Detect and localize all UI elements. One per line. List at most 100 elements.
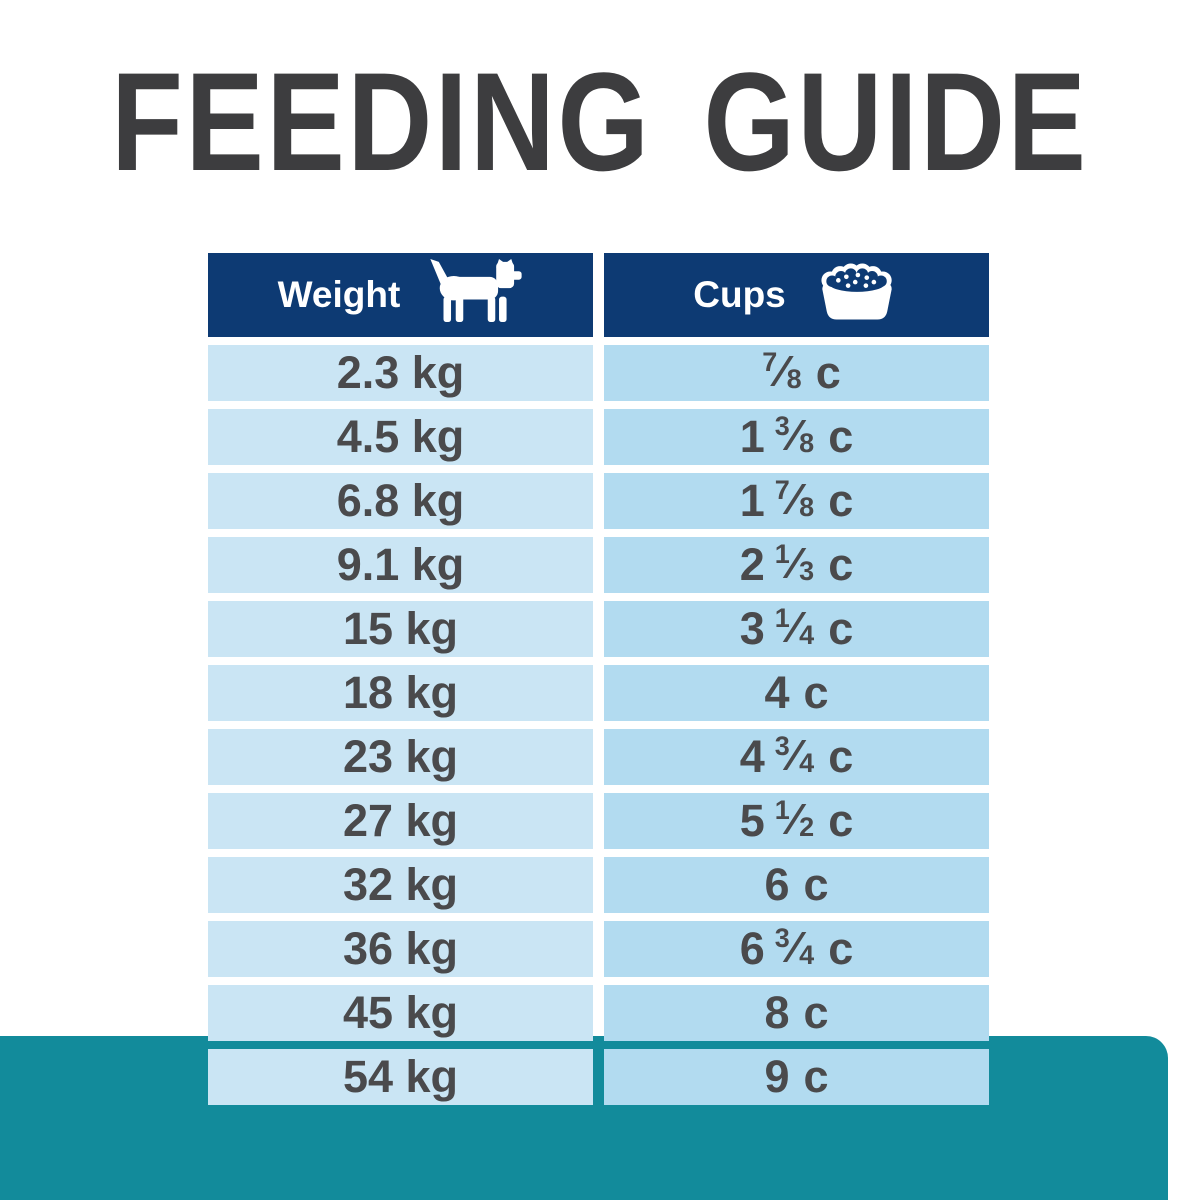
cups-unit: c [815, 347, 841, 398]
cups-unit: c [803, 859, 829, 910]
fraction-slash: ⁄ [790, 923, 799, 972]
cups-cell: 5 1 ⁄ 2 c [604, 793, 989, 849]
cups-whole-number: 4 [739, 731, 765, 782]
weight-cell: 4.5 kg [208, 409, 593, 465]
cups-column-header: Cups [604, 253, 989, 337]
weight-cell: 32 kg [208, 857, 593, 913]
fraction-denominator: 2 [799, 812, 815, 842]
weight-cell: 15 kg [208, 601, 593, 657]
page-title: FEEDING GUIDE [111, 43, 1089, 200]
fraction-slash: ⁄ [790, 603, 799, 652]
weight-value: 4.5 kg [336, 411, 465, 462]
weight-cell: 18 kg [208, 665, 593, 721]
table-row: 15 kg 3 1 ⁄ 4 c [208, 601, 989, 657]
fraction-denominator: 8 [799, 428, 815, 458]
weight-value: 18 kg [342, 667, 459, 718]
cups-whole-number: 4 [764, 667, 790, 718]
fraction-denominator: 4 [799, 748, 815, 778]
weight-cell: 23 kg [208, 729, 593, 785]
cups-unit: c [828, 475, 854, 526]
weight-value: 9.1 kg [336, 539, 465, 590]
table-row: 45 kg 8 c [208, 985, 989, 1041]
fraction-slash: ⁄ [790, 731, 799, 780]
cups-whole-number: 6 [764, 859, 790, 910]
cups-unit: c [828, 411, 854, 462]
cups-value: 6 c [764, 859, 828, 911]
cups-whole-number: 2 [739, 539, 765, 590]
fraction-denominator: 3 [799, 556, 815, 586]
cups-fraction: 3 ⁄ 4 [774, 923, 814, 975]
table-body: 2.3 kg 7 ⁄ 8 c 4.5 kg 1 3 ⁄ [208, 345, 989, 1105]
cups-unit: c [828, 731, 854, 782]
fraction-numerator: 1 [774, 795, 790, 825]
table-row: 9.1 kg 2 1 ⁄ 3 c [208, 537, 989, 593]
weight-value: 45 kg [342, 987, 459, 1038]
cups-whole-number: 3 [739, 603, 765, 654]
weight-cell: 9.1 kg [208, 537, 593, 593]
cups-whole-number: 5 [739, 795, 765, 846]
cups-cell: 6 c [604, 857, 989, 913]
weight-cell: 27 kg [208, 793, 593, 849]
fraction-slash: ⁄ [790, 539, 799, 588]
page-header: FEEDING GUIDE [0, 52, 1200, 192]
food-bowl-icon [814, 259, 900, 332]
table-row: 2.3 kg 7 ⁄ 8 c [208, 345, 989, 401]
cups-value: 1 7 ⁄ 8 c [740, 475, 853, 527]
weight-value: 15 kg [342, 603, 459, 654]
cups-value: 7 ⁄ 8 c [752, 347, 840, 399]
cups-fraction: 1 ⁄ 3 [774, 539, 815, 591]
cups-value: 8 c [764, 987, 828, 1039]
cups-cell: 7 ⁄ 8 c [604, 345, 989, 401]
weight-cell: 2.3 kg [208, 345, 593, 401]
table-row: 4.5 kg 1 3 ⁄ 8 c [208, 409, 989, 465]
cups-fraction: 1 ⁄ 2 [774, 795, 815, 847]
fraction-numerator: 7 [762, 347, 778, 377]
feeding-guide-table: Weight [208, 253, 989, 1105]
cups-cell: 2 1 ⁄ 3 c [604, 537, 989, 593]
cups-unit: c [828, 539, 854, 590]
cups-fraction: 7 ⁄ 8 [775, 475, 815, 527]
cups-column-label: Cups [693, 274, 786, 315]
cups-fraction: 7 ⁄ 8 [762, 347, 802, 399]
cups-fraction: 3 ⁄ 4 [775, 731, 815, 783]
weight-column-label: Weight [277, 274, 401, 315]
table-header-row: Weight [208, 253, 989, 337]
table-row: 36 kg 6 3 ⁄ 4 c [208, 921, 989, 977]
cups-unit: c [803, 667, 829, 718]
weight-cell: 54 kg [208, 1049, 593, 1105]
weight-value: 27 kg [342, 795, 459, 846]
cups-whole-number: 1 [739, 411, 765, 462]
cups-unit: c [803, 1051, 829, 1102]
fraction-numerator: 1 [774, 539, 790, 569]
cups-value: 9 c [764, 1051, 828, 1103]
fraction-numerator: 3 [774, 923, 790, 953]
weight-cell: 36 kg [208, 921, 593, 977]
weight-value: 36 kg [342, 923, 459, 974]
cups-cell: 3 1 ⁄ 4 c [604, 601, 989, 657]
table-row: 6.8 kg 1 7 ⁄ 8 c [208, 473, 989, 529]
cups-cell: 6 3 ⁄ 4 c [604, 921, 989, 977]
cups-whole-number: 9 [764, 1051, 790, 1102]
cups-cell: 9 c [604, 1049, 989, 1105]
cups-value: 4 c [764, 667, 828, 719]
table-row: 54 kg 9 c [208, 1049, 989, 1105]
fraction-denominator: 8 [799, 492, 815, 522]
weight-cell: 6.8 kg [208, 473, 593, 529]
cups-cell: 1 7 ⁄ 8 c [604, 473, 989, 529]
table-row: 18 kg 4 c [208, 665, 989, 721]
cups-value: 4 3 ⁄ 4 c [740, 731, 853, 783]
weight-value: 2.3 kg [336, 347, 465, 398]
cups-fraction: 3 ⁄ 8 [774, 411, 815, 463]
fraction-numerator: 3 [774, 411, 790, 441]
cups-unit: c [828, 795, 854, 846]
weight-value: 23 kg [342, 731, 459, 782]
weight-value: 32 kg [342, 859, 459, 910]
cups-cell: 1 3 ⁄ 8 c [604, 409, 989, 465]
fraction-denominator: 4 [799, 620, 815, 650]
cups-unit: c [828, 603, 854, 654]
fraction-slash: ⁄ [790, 475, 799, 524]
cups-cell: 4 c [604, 665, 989, 721]
cups-whole-number: 1 [739, 475, 765, 526]
fraction-denominator: 8 [786, 364, 802, 394]
cups-unit: c [803, 987, 829, 1038]
